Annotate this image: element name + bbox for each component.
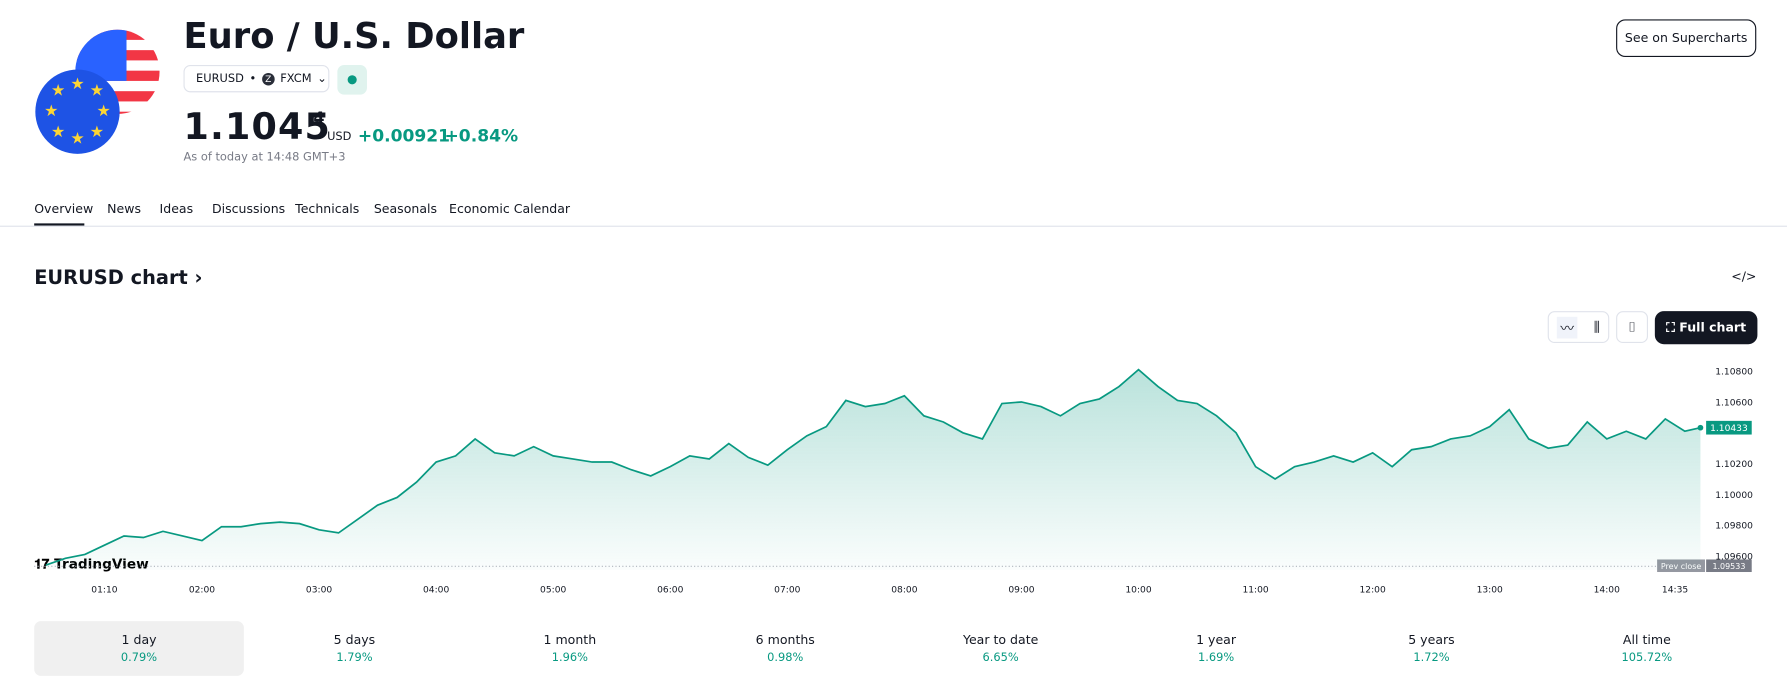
period[interactable]: 1 year 1.69% [1111,621,1321,676]
chart: 𝟏𝟕 TradingView 1.096001.098001.100001.10… [34,368,1753,596]
symbol-pill[interactable]: EURUSD • Z FXCM ⌄ [183,64,330,93]
period-label: All time [1622,632,1671,648]
tab[interactable]: Overview [34,201,94,217]
y-tick-label: 1.09800 [1715,522,1753,532]
tab[interactable]: Seasonals [373,201,438,217]
price: 1.1045 [183,104,332,149]
period[interactable]: 1 day 0.79% [34,621,244,676]
full-chart-button[interactable]: ⛶ Full chart [1654,311,1758,345]
last-point [1697,424,1704,431]
x-tick-label: 09:00 [1008,586,1034,596]
svg-text:★: ★ [90,81,104,100]
x-tick-label: 04:00 [423,586,449,596]
svg-text:★: ★ [97,101,111,120]
exchange: FXCM [280,72,312,85]
tab-underline [34,223,85,226]
y-tick-label: 1.10000 [1715,491,1753,501]
y-tick-label: 1.10200 [1715,460,1753,470]
tab[interactable]: Technicals [295,201,360,217]
period-change: 105.72% [1621,651,1673,665]
currency: USD [327,131,352,144]
section-title-text: EURUSD chart [34,266,188,290]
period-label: 1 day [121,632,157,648]
x-tick-label: 06:00 [657,586,683,596]
symbol: EURUSD [196,72,244,85]
period-label: 6 months [755,632,815,648]
full-chart-text: Full chart [1679,320,1747,336]
period-label: 1 month [543,632,597,648]
svg-text:★: ★ [70,129,84,148]
period-label: 5 days [333,632,376,648]
y-tick-label: 1.10600 [1715,398,1753,408]
period-label: 1 year [1196,632,1237,648]
chart-style-group[interactable]: 〰 ⫼ [1547,311,1610,344]
x-tick-label: 10:00 [1125,586,1151,596]
x-tick-label: 05:00 [540,586,566,596]
status[interactable] [337,64,367,95]
x-tick-label: 02:00 [189,586,215,596]
y-tick-label: 1.10800 [1715,368,1753,378]
svg-text:★: ★ [51,122,65,141]
tab[interactable]: Ideas [159,201,194,217]
period-change: 1.72% [1413,651,1450,665]
x-tick-label: 07:00 [774,586,800,596]
period-label: 5 years [1408,632,1455,648]
last-price-tag [1706,420,1752,435]
period[interactable]: All time 105.72% [1542,621,1752,676]
tab[interactable]: News [107,201,142,217]
x-tick-label: 01:10 [91,586,117,596]
period-change: 0.79% [120,651,158,665]
svg-text:★: ★ [90,122,104,141]
flags: ★ ★★★★★★★ [35,29,160,154]
section-title[interactable]: EURUSD chart › [34,266,203,290]
embed-icon[interactable]: </> [1731,268,1757,284]
period-change: 1.79% [336,651,373,665]
x-tick-label: 03:00 [306,586,332,596]
tab[interactable]: Economic Calendar [449,201,571,217]
period[interactable]: 6 months 0.98% [680,621,890,676]
change-pct: +0.84% [444,125,519,146]
svg-text:★: ★ [44,101,58,120]
prev-close-value-tag [1706,559,1752,573]
period-label: Year to date [962,632,1039,648]
price-sup: 4 [313,109,325,128]
x-tick-label: 08:00 [891,586,917,596]
area [45,369,1701,570]
divider [0,225,1787,227]
x-tick-label: 12:00 [1360,586,1386,596]
snapshot-button[interactable]: ⌷ [1616,311,1649,344]
period-change: 6.65% [982,651,1019,665]
period[interactable]: 5 days 1.79% [250,621,460,676]
period[interactable]: 1 month 1.96% [465,621,675,676]
period-change: 0.98% [767,651,804,665]
period-change: 1.96% [551,651,588,665]
y-tick-label: 1.09600 [1715,552,1753,562]
x-tick-label: 14:35 [1662,586,1688,596]
as-of: As of today at 14:48 GMT+3 [183,151,346,165]
x-tick-label: 13:00 [1477,586,1503,596]
line [45,368,1701,566]
x-tick-label: 14:00 [1594,586,1620,596]
title: Euro / U.S. Dollar [183,15,525,57]
change: +0.00921 [357,125,451,146]
svg-text:★: ★ [51,81,65,100]
x-tick-label: 11:00 [1242,586,1268,596]
prev-close-value: 1.09533 [1712,562,1745,571]
last-price-label: 1.10433 [1710,424,1748,434]
period[interactable]: Year to date 6.65% [896,621,1106,676]
tab[interactable]: Discussions [211,201,286,217]
period[interactable]: 5 years 1.72% [1327,621,1537,676]
svg-text:★: ★ [70,74,84,93]
supercharts-button[interactable]: See on Supercharts [1616,19,1757,57]
period-change: 1.69% [1197,651,1235,665]
